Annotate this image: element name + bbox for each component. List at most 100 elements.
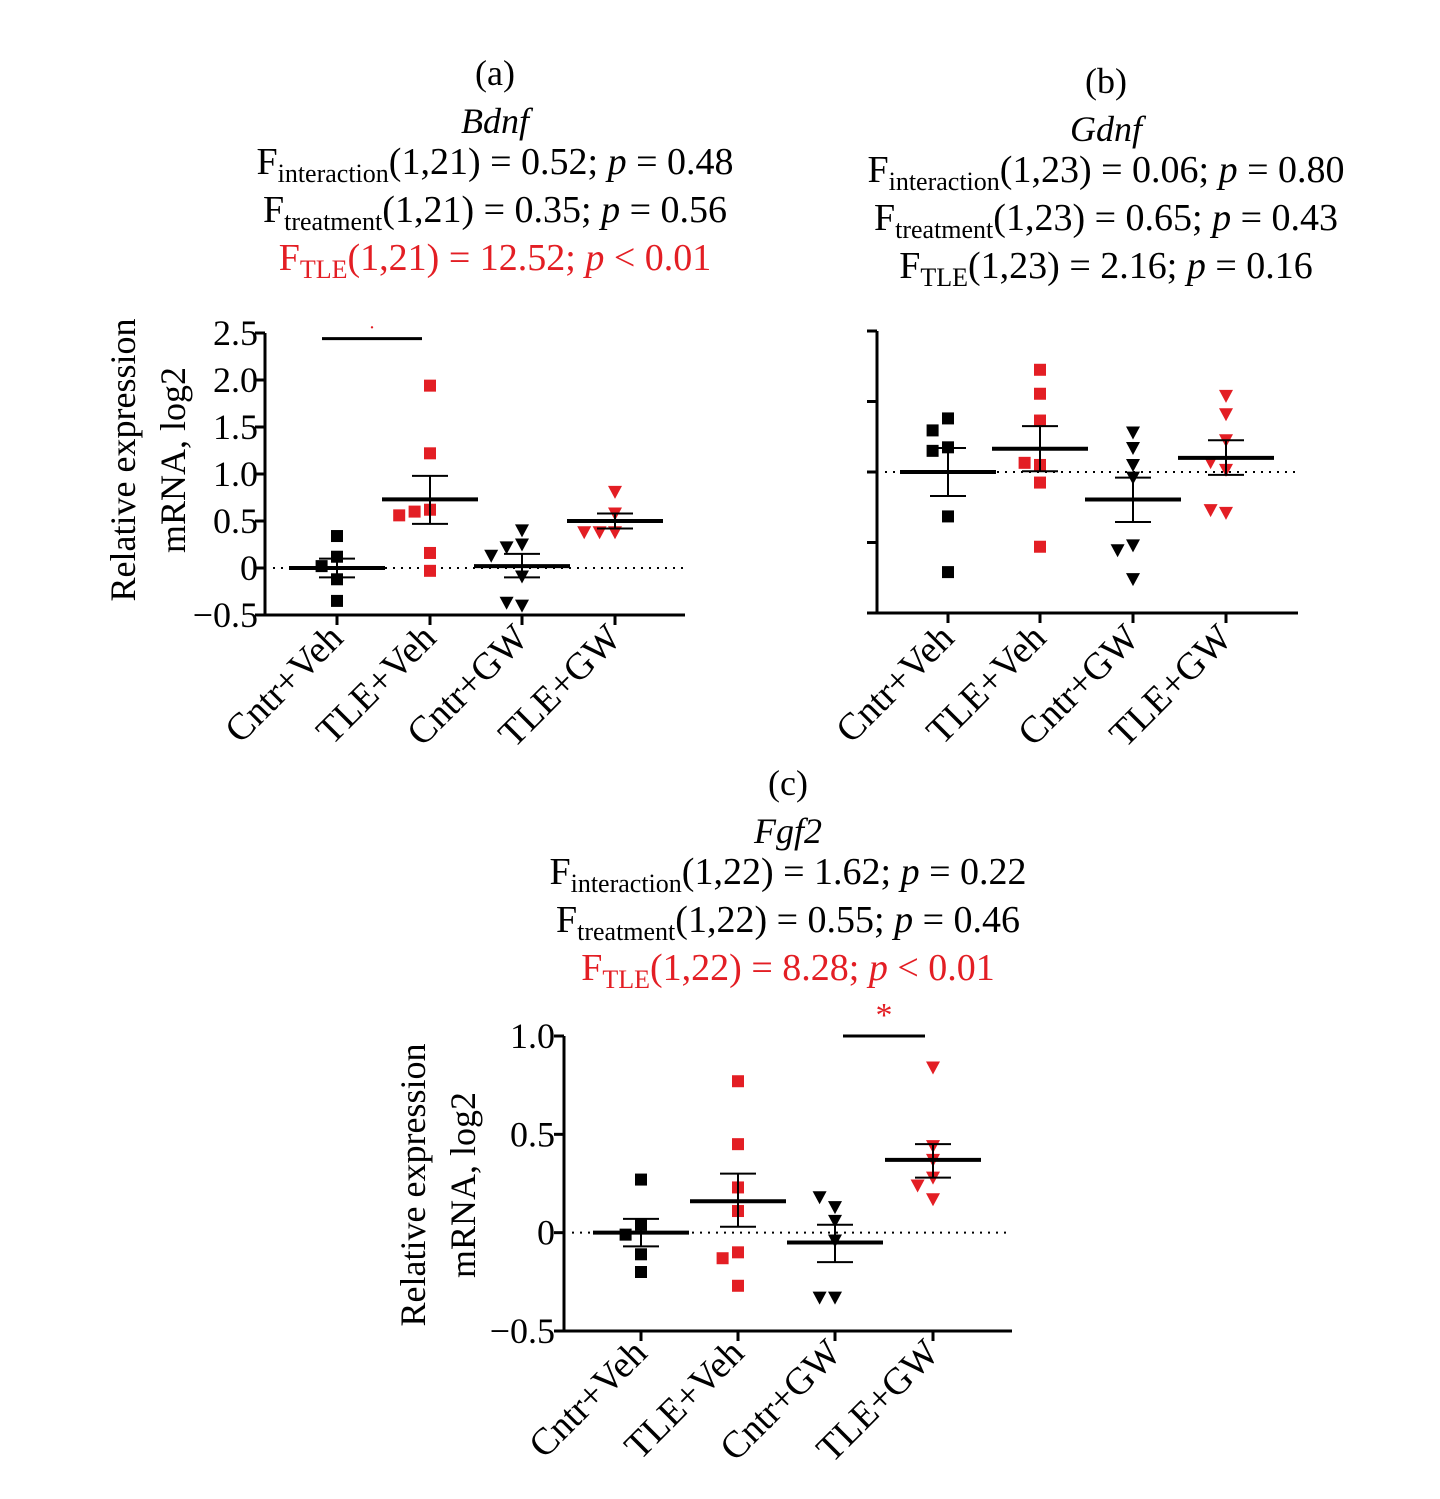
data-point-square bbox=[635, 1248, 647, 1261]
y-tick-label: −0.5 bbox=[490, 1311, 555, 1351]
data-point-square bbox=[331, 550, 343, 563]
stat-f-value: (1,22) = 8.28; bbox=[650, 947, 869, 989]
data-point-square bbox=[942, 566, 954, 579]
panel-a-label: (a) bbox=[475, 53, 515, 93]
stat-p-value: = 0.22 bbox=[919, 851, 1027, 893]
series-tle-gw bbox=[1178, 389, 1274, 520]
data-point-triangle bbox=[926, 1061, 940, 1075]
stat-f-symbol: F bbox=[262, 189, 285, 231]
stat-f-symbol: F bbox=[555, 899, 578, 941]
y-tick-label: 2.0 bbox=[213, 360, 258, 400]
stat-f-value: (1,23) = 0.65; bbox=[993, 197, 1213, 239]
y-tick-label: 0 bbox=[537, 1213, 555, 1253]
data-point-square bbox=[424, 447, 436, 460]
data-point-square bbox=[732, 1246, 744, 1259]
panel-a-gene-title: Bdnf bbox=[461, 101, 529, 141]
data-point-square bbox=[716, 1252, 729, 1265]
stat-line-tle: FTLE(1,23) = 2.16; p = 0.16 bbox=[806, 247, 1406, 291]
data-point-triangle bbox=[812, 1291, 827, 1305]
data-point-triangle bbox=[484, 549, 499, 563]
panel-a-plot: −0.5 0 0.5 1.0 1.5 2.0 2.5 Relative expression m… bbox=[103, 312, 685, 756]
data-point-square bbox=[942, 412, 954, 425]
data-point-square bbox=[424, 379, 436, 392]
data-point-triangle bbox=[515, 599, 529, 613]
data-point-triangle bbox=[577, 526, 592, 540]
data-point-triangle bbox=[1126, 573, 1140, 587]
data-point-square bbox=[1034, 414, 1046, 427]
stat-line-interaction: Finteraction(1,22) = 1.62; p = 0.22 bbox=[488, 853, 1088, 897]
data-point-triangle bbox=[1126, 539, 1140, 553]
y-tick-label: 1.0 bbox=[510, 1016, 555, 1056]
stat-line-tle: FTLE(1,21) = 12.52; p < 0.01 bbox=[195, 239, 795, 283]
stat-p-value: < 0.01 bbox=[604, 237, 712, 279]
stat-f-symbol: F bbox=[867, 149, 889, 191]
data-point-square bbox=[635, 1266, 647, 1278]
significance-marker: . bbox=[370, 312, 375, 334]
stat-f-symbol: F bbox=[873, 197, 896, 239]
data-point-square bbox=[732, 1279, 744, 1292]
y-axis-label-line1: Relative expression bbox=[393, 1044, 433, 1327]
data-point-square bbox=[942, 510, 954, 523]
stat-factor-name: treatment bbox=[284, 207, 383, 236]
y-tick-label: 1.5 bbox=[213, 407, 258, 447]
stat-p-value: = 0.43 bbox=[1231, 197, 1339, 239]
panel-b-label: (b) bbox=[1085, 61, 1127, 101]
stat-p-symbol: p bbox=[1218, 149, 1238, 191]
data-point-triangle bbox=[1126, 458, 1140, 472]
data-point-square bbox=[1034, 363, 1046, 376]
data-point-triangle bbox=[1110, 544, 1125, 558]
stat-p-value: = 0.48 bbox=[626, 141, 734, 183]
stat-factor-name: treatment bbox=[577, 917, 676, 946]
data-point-square bbox=[1018, 456, 1031, 469]
data-point-triangle bbox=[1219, 506, 1233, 520]
data-point-square bbox=[732, 1138, 744, 1151]
data-point-square bbox=[732, 1075, 744, 1088]
stat-f-symbol: F bbox=[278, 237, 300, 279]
panel-c-plot: −0.5 0 0.5 1.0 Relative expression mRNA, log2… bbox=[393, 997, 1012, 1471]
stat-line-interaction: Finteraction(1,21) = 0.52; p = 0.48 bbox=[195, 143, 795, 187]
series-tle-veh bbox=[382, 379, 478, 577]
data-point-square bbox=[331, 594, 343, 607]
series-cntr-veh bbox=[289, 530, 385, 607]
stat-f-value: (1,22) = 1.62; bbox=[681, 851, 901, 893]
data-point-square bbox=[1034, 476, 1046, 489]
stat-p-symbol: p bbox=[900, 851, 920, 893]
stat-p-symbol: p bbox=[868, 947, 888, 989]
data-point-triangle bbox=[499, 596, 514, 610]
significance-marker: * bbox=[876, 997, 893, 1034]
stat-p-symbol: p bbox=[1186, 245, 1206, 287]
stat-factor-name: TLE bbox=[920, 263, 969, 292]
data-point-triangle bbox=[1203, 504, 1218, 518]
stat-line-treatment: Ftreatment(1,23) = 0.65; p = 0.43 bbox=[806, 199, 1406, 243]
panel-b-header: (b) Gdnf Finteraction(1,23) = 0.06; p = … bbox=[806, 63, 1406, 291]
series-cntr-gw bbox=[1085, 426, 1181, 587]
data-point-triangle bbox=[1126, 442, 1140, 456]
y-tick-label: 0.5 bbox=[510, 1114, 555, 1154]
stat-p-symbol: p bbox=[894, 899, 914, 941]
data-point-triangle bbox=[608, 526, 622, 540]
stat-factor-name: treatment bbox=[895, 215, 994, 244]
stat-f-symbol: F bbox=[581, 947, 603, 989]
data-point-triangle bbox=[515, 538, 529, 552]
data-point-square bbox=[393, 509, 406, 522]
stat-p-symbol: p bbox=[585, 237, 605, 279]
stat-p-value: = 0.46 bbox=[913, 899, 1021, 941]
series-cntr-veh bbox=[900, 412, 996, 579]
panel-a-stats: Finteraction(1,21) = 0.52; p = 0.48 Ftrea… bbox=[195, 143, 795, 283]
y-axis-label-line1: Relative expression bbox=[103, 319, 143, 602]
y-axis-label-line2: mRNA, log2 bbox=[443, 1092, 483, 1278]
stat-f-symbol: F bbox=[256, 141, 278, 183]
y-tick-label: 0 bbox=[240, 548, 258, 588]
series-cntr-veh bbox=[593, 1173, 689, 1278]
panel-c-stats: Finteraction(1,22) = 1.62; p = 0.22 Ftrea… bbox=[488, 853, 1088, 993]
stat-p-symbol: p bbox=[1212, 197, 1232, 239]
y-tick-label: −0.5 bbox=[193, 595, 258, 635]
stat-f-value: (1,21) = 0.35; bbox=[382, 189, 602, 231]
data-point-triangle bbox=[1219, 389, 1233, 403]
data-point-triangle bbox=[1219, 408, 1233, 422]
panel-c-header: (c) Fgf2 Finteraction(1,22) = 1.62; p = … bbox=[488, 765, 1088, 993]
series-tle-veh bbox=[690, 1075, 786, 1292]
data-point-triangle bbox=[828, 1201, 842, 1215]
series-tle-veh bbox=[992, 363, 1088, 553]
